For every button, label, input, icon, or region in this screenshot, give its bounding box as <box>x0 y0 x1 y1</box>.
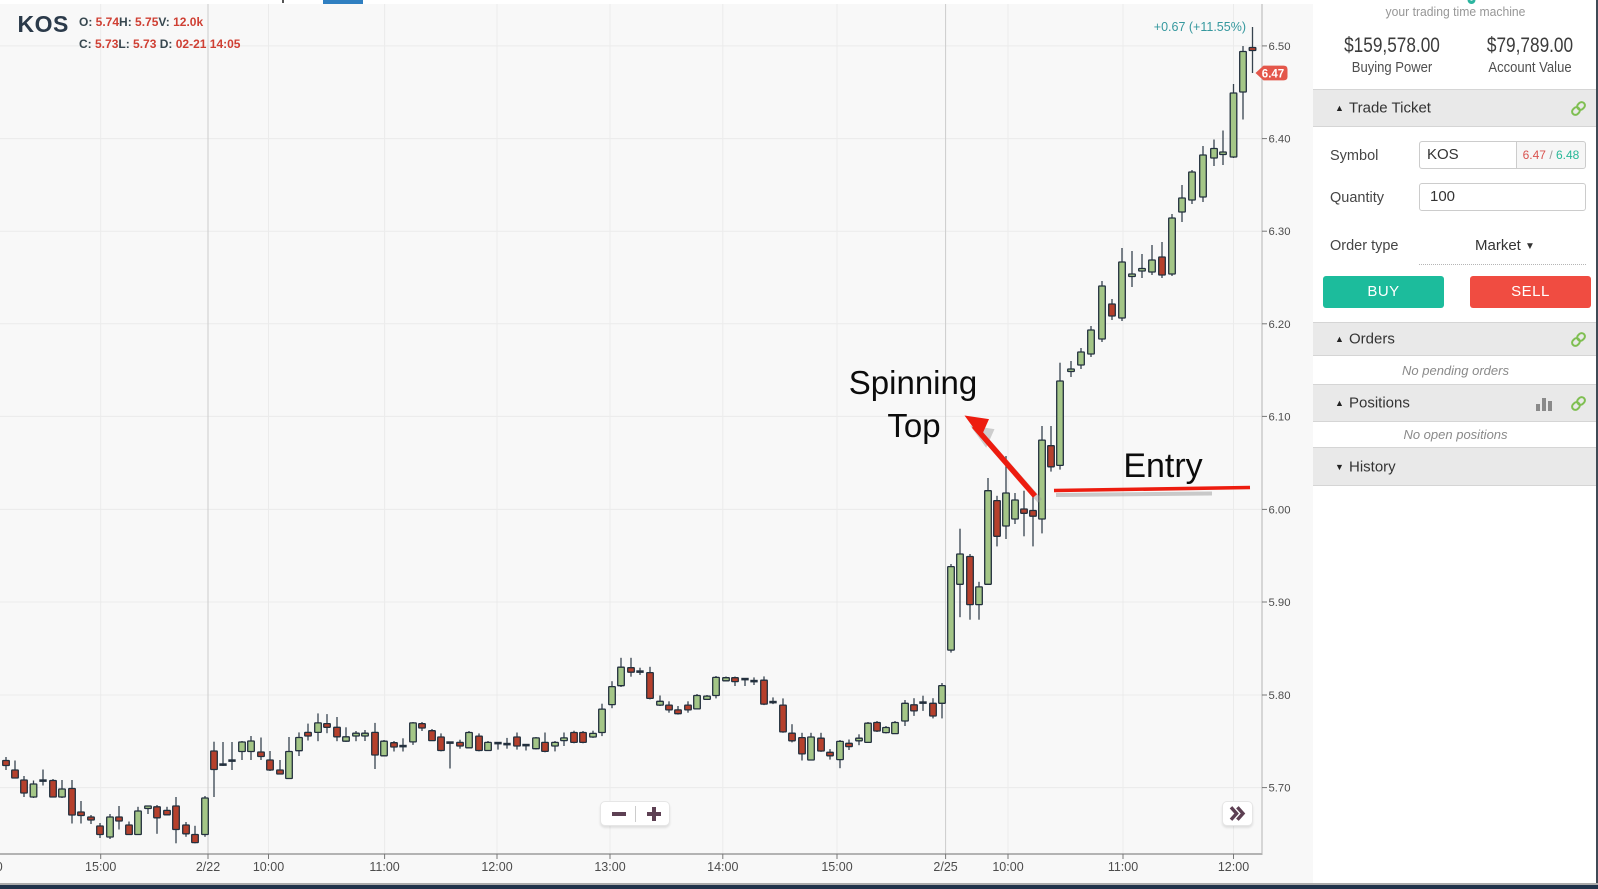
svg-text:10:00: 10:00 <box>992 860 1023 874</box>
svg-text:11:00: 11:00 <box>369 860 399 874</box>
svg-text:5.70: 5.70 <box>1269 783 1291 795</box>
svg-text:5.80: 5.80 <box>1269 690 1291 702</box>
svg-text:13:00: 13:00 <box>594 860 625 874</box>
svg-text:2/22: 2/22 <box>196 860 220 874</box>
svg-text:6.20: 6.20 <box>1269 319 1291 331</box>
svg-text:14:00: 14:00 <box>707 860 738 874</box>
svg-text:12:00: 12:00 <box>481 860 512 874</box>
svg-text:14:00: 14:00 <box>0 860 3 874</box>
svg-text:12:00: 12:00 <box>1218 860 1249 874</box>
svg-text:+0.67 (+11.55%): +0.67 (+11.55%) <box>1154 20 1246 34</box>
svg-text:Entry: Entry <box>1123 447 1202 485</box>
svg-text:5.90: 5.90 <box>1269 597 1291 609</box>
svg-text:15:00: 15:00 <box>85 860 116 874</box>
svg-text:6.10: 6.10 <box>1269 411 1291 423</box>
svg-text:Spinning: Spinning <box>849 364 977 401</box>
svg-text:6.30: 6.30 <box>1269 226 1291 238</box>
svg-text:Top: Top <box>887 407 940 444</box>
svg-text:11:00: 11:00 <box>1108 860 1138 874</box>
svg-text:6.40: 6.40 <box>1269 134 1291 146</box>
svg-text:15:00: 15:00 <box>821 860 852 874</box>
svg-text:2/25: 2/25 <box>933 860 957 874</box>
svg-text:6.47: 6.47 <box>1262 69 1284 81</box>
svg-text:6.50: 6.50 <box>1269 41 1291 53</box>
svg-text:6.00: 6.00 <box>1269 504 1291 516</box>
svg-text:10:00: 10:00 <box>253 860 284 874</box>
